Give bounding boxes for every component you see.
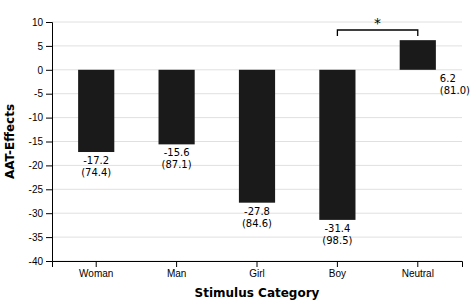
x-tick-label: Woman [79, 268, 113, 279]
x-axis-title: Stimulus Category [195, 286, 320, 300]
x-tick-mark [257, 261, 258, 267]
x-tick: Boy [329, 261, 346, 279]
y-tick-mark [46, 165, 52, 166]
y-tick: 10 [32, 17, 52, 28]
x-tick-mark [417, 261, 418, 267]
y-tick-mark [46, 46, 52, 47]
y-tick: -35 [29, 232, 52, 243]
y-tick-label: -10 [29, 112, 44, 123]
bar [239, 70, 275, 203]
grid-line [52, 237, 462, 238]
y-tick: 0 [37, 65, 52, 76]
sd-label: (87.1) [162, 159, 192, 170]
y-tick-mark [46, 237, 52, 238]
y-tick-label: 10 [32, 17, 44, 28]
x-tick: Woman [79, 261, 113, 279]
bar [319, 70, 355, 220]
x-axis: Woman Man Girl Boy Neutral [53, 261, 463, 279]
significance-label: * [374, 15, 381, 31]
y-tick: -25 [29, 184, 52, 195]
y-tick: -5 [34, 88, 52, 99]
x-tick: Neutral [402, 261, 434, 279]
y-tick: -15 [29, 136, 52, 147]
y-tick-mark [46, 94, 52, 95]
sd-label: (81.0) [440, 85, 470, 96]
y-tick-mark [46, 70, 52, 71]
y-tick-label: -20 [29, 160, 44, 171]
y-tick-label: 0 [37, 65, 43, 76]
data-label: -31.4 [324, 223, 350, 234]
y-tick-label: -35 [29, 232, 44, 243]
significance: * [337, 15, 417, 36]
y-tick-mark [46, 213, 52, 214]
x-tick: Man [167, 261, 186, 279]
bars [78, 40, 436, 220]
sd-label: (74.4) [81, 167, 111, 178]
x-tick-mark [96, 261, 97, 267]
y-axis: -40 -35 -30 -25 -20 -15 -10 -5 0 5 10 [29, 17, 53, 267]
data-label: -27.8 [244, 206, 270, 217]
sd-label: (84.6) [242, 218, 272, 229]
x-tick-mark [176, 261, 177, 267]
grid-line [52, 22, 462, 23]
y-tick-label: -40 [29, 256, 44, 267]
y-axis-title: AAT-Effects [3, 104, 17, 179]
data-label: 6.2 [440, 73, 456, 84]
y-tick-label: -5 [34, 88, 43, 99]
y-tick-mark [46, 261, 52, 262]
data-label: -17.2 [83, 155, 109, 166]
y-tick: 5 [37, 41, 52, 52]
bar [159, 70, 195, 145]
x-tick-mark [337, 261, 338, 267]
grid [52, 22, 462, 261]
y-tick-label: -25 [29, 184, 44, 195]
y-tick-label: -30 [29, 208, 44, 219]
y-tick: -20 [29, 160, 52, 171]
y-tick-label: 5 [37, 41, 43, 52]
bar [78, 70, 114, 152]
x-tick: Girl [249, 261, 265, 279]
y-axis-line [46, 23, 53, 262]
y-tick-mark [46, 142, 52, 143]
y-tick-label: -15 [29, 136, 44, 147]
x-tick-label: Man [167, 268, 186, 279]
x-tick-label: Girl [249, 268, 265, 279]
x-axis-line [53, 262, 463, 268]
x-tick-label: Boy [329, 268, 346, 279]
data-label: -15.6 [164, 147, 190, 158]
bar [400, 40, 436, 70]
plot: -40 -35 -30 -25 -20 -15 -10 -5 0 5 10 Woman Man Girl B… [29, 15, 470, 279]
y-tick: -30 [29, 208, 52, 219]
sd-label: (98.5) [322, 235, 352, 246]
y-tick-mark [46, 22, 52, 23]
y-tick: -10 [29, 112, 52, 123]
data-labels: -17.2(74.4) -15.6(87.1) -27.8(84.6) -31.4(9… [81, 73, 470, 246]
y-tick-mark [46, 189, 52, 190]
chart: -40 -35 -30 -25 -20 -15 -10 -5 0 5 10 Woman Man Girl B… [0, 0, 474, 305]
x-tick-label: Neutral [402, 268, 434, 279]
y-tick: -40 [29, 256, 52, 267]
y-tick-mark [46, 118, 52, 119]
